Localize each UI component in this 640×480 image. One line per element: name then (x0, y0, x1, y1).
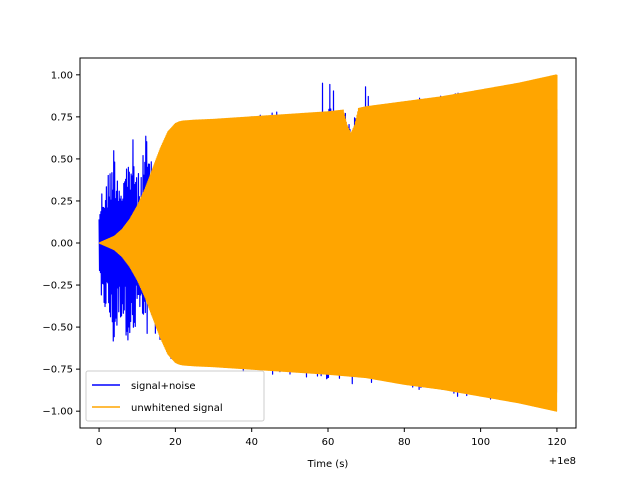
y-tick-label: −1.00 (42, 407, 73, 418)
y-axis: −1.00 −0.75 −0.50 −0.25 0.00 0.25 0.50 0.75 1.00 (42, 70, 80, 418)
y-tick-label: 0.75 (51, 112, 73, 123)
x-axis: 0 20 40 60 80 100 120 (96, 428, 566, 448)
legend-label-unwhitened-signal: unwhitened signal (131, 403, 223, 414)
x-tick-label: 20 (169, 437, 182, 448)
x-tick-label: 60 (322, 437, 335, 448)
x-tick-label: 40 (245, 437, 258, 448)
x-offset-text: +1e8 (549, 456, 576, 467)
x-tick-label: 100 (471, 437, 490, 448)
y-tick-label: −0.75 (42, 365, 73, 376)
y-tick-label: 0.50 (51, 154, 73, 165)
y-tick-label: 1.00 (51, 70, 73, 81)
y-tick-label: 0.00 (51, 239, 73, 250)
x-axis-label: Time (s) (307, 459, 349, 470)
y-tick-label: −0.25 (42, 281, 73, 292)
x-tick-label: 80 (398, 437, 411, 448)
series-line-unwhitened-signal (98, 74, 558, 412)
legend: signal+noise unwhitened signal (85, 370, 265, 422)
x-tick-label: 0 (96, 437, 102, 448)
x-tick-label: 120 (547, 437, 566, 448)
plot-frame (79, 57, 577, 429)
legend-box (85, 370, 265, 422)
plot-area (98, 74, 558, 412)
series-layer (98, 74, 558, 412)
legend-label-signal-noise: signal+noise (131, 381, 196, 392)
y-tick-label: −0.50 (42, 323, 73, 334)
y-tick-label: 0.25 (51, 196, 73, 207)
